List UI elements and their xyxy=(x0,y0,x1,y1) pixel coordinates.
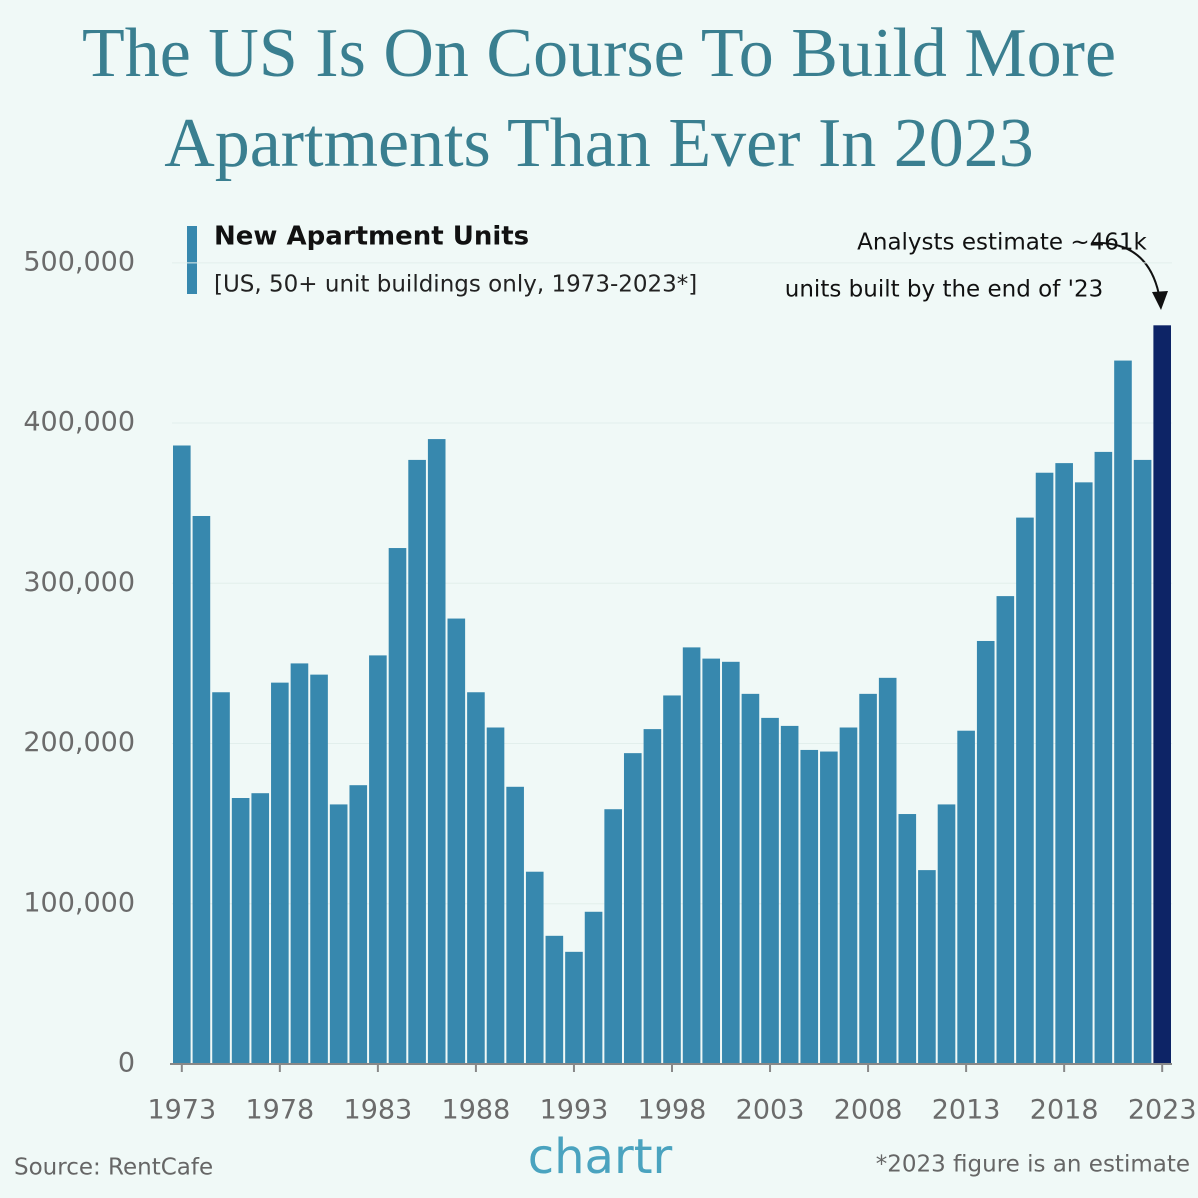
bar xyxy=(1035,472,1054,1064)
bar xyxy=(231,798,250,1064)
y-tick-label: 100,000 xyxy=(23,887,135,918)
bar xyxy=(663,695,681,1064)
footnote: *2023 figure is an estimate xyxy=(876,1152,1190,1178)
bar xyxy=(741,693,760,1064)
bar xyxy=(604,809,622,1064)
bar xyxy=(447,618,466,1064)
bar xyxy=(859,693,877,1064)
bar xyxy=(388,548,407,1064)
x-tick-label: 1988 xyxy=(442,1095,511,1126)
bar xyxy=(584,911,603,1064)
legend-subtitle: [US, 50+ unit buildings only, 1973-2023*… xyxy=(214,272,697,298)
bar xyxy=(467,692,485,1064)
bar xyxy=(937,804,956,1064)
bar xyxy=(251,793,270,1064)
x-tick-label: 2003 xyxy=(736,1095,805,1126)
x-tick-label: 1998 xyxy=(638,1095,707,1126)
bar xyxy=(780,725,799,1064)
x-tick-label: 1978 xyxy=(245,1095,314,1126)
bar xyxy=(369,655,387,1064)
bar xyxy=(192,515,211,1064)
bar xyxy=(918,870,936,1064)
bar xyxy=(702,658,721,1064)
bar xyxy=(682,647,701,1064)
x-tick-label: 2008 xyxy=(834,1095,903,1126)
annotation-arrow xyxy=(1091,241,1161,301)
y-tick-label: 300,000 xyxy=(23,567,135,598)
bar xyxy=(623,753,642,1064)
bar xyxy=(643,729,662,1064)
y-tick-label: 500,000 xyxy=(23,246,135,277)
bar xyxy=(976,640,995,1064)
bar xyxy=(1133,459,1152,1065)
bar xyxy=(722,661,740,1064)
bar xyxy=(212,692,230,1064)
y-tick-label: 0 xyxy=(118,1048,135,1079)
x-tick-label: 2013 xyxy=(932,1095,1001,1126)
logo: chartr xyxy=(528,1129,673,1185)
bar xyxy=(761,717,779,1064)
x-tick-label: 1983 xyxy=(344,1095,413,1126)
bar xyxy=(271,682,289,1064)
bar xyxy=(565,951,583,1064)
bar xyxy=(525,871,544,1064)
bar xyxy=(427,439,446,1064)
x-tick-label: 1993 xyxy=(540,1095,609,1126)
bar xyxy=(996,596,1015,1064)
chart-title: Apartments Than Ever In 2023 xyxy=(164,105,1034,182)
bar xyxy=(800,749,819,1064)
legend-title: New Apartment Units xyxy=(214,222,529,252)
annotation-arrowhead xyxy=(1152,291,1168,310)
bar xyxy=(408,459,426,1065)
bar xyxy=(545,935,564,1064)
bar xyxy=(1153,325,1171,1064)
bar xyxy=(329,804,348,1064)
bar xyxy=(173,445,191,1064)
y-tick-label: 200,000 xyxy=(23,727,135,758)
bar xyxy=(1074,482,1093,1064)
bar xyxy=(820,751,838,1064)
x-tick-label: 1973 xyxy=(147,1095,216,1126)
bar xyxy=(310,674,328,1064)
x-tick-label: 2023 xyxy=(1128,1095,1197,1126)
bar xyxy=(290,663,309,1064)
annotation: units built by the end of '23 xyxy=(785,277,1103,303)
bar xyxy=(957,730,975,1064)
y-tick-label: 400,000 xyxy=(23,407,135,438)
bar xyxy=(486,727,505,1064)
bar xyxy=(506,786,524,1064)
bar xyxy=(1094,451,1113,1064)
chart-title: The US Is On Course To Build More xyxy=(82,15,1116,92)
bar xyxy=(898,814,917,1064)
source: Source: RentCafe xyxy=(14,1155,213,1181)
bar xyxy=(839,727,858,1064)
bar xyxy=(1055,463,1073,1065)
legend-swatch xyxy=(187,226,197,294)
bar xyxy=(349,785,368,1064)
bar xyxy=(1016,517,1034,1064)
bar xyxy=(1114,360,1132,1065)
bar xyxy=(878,677,897,1064)
x-tick-label: 2018 xyxy=(1030,1095,1099,1126)
